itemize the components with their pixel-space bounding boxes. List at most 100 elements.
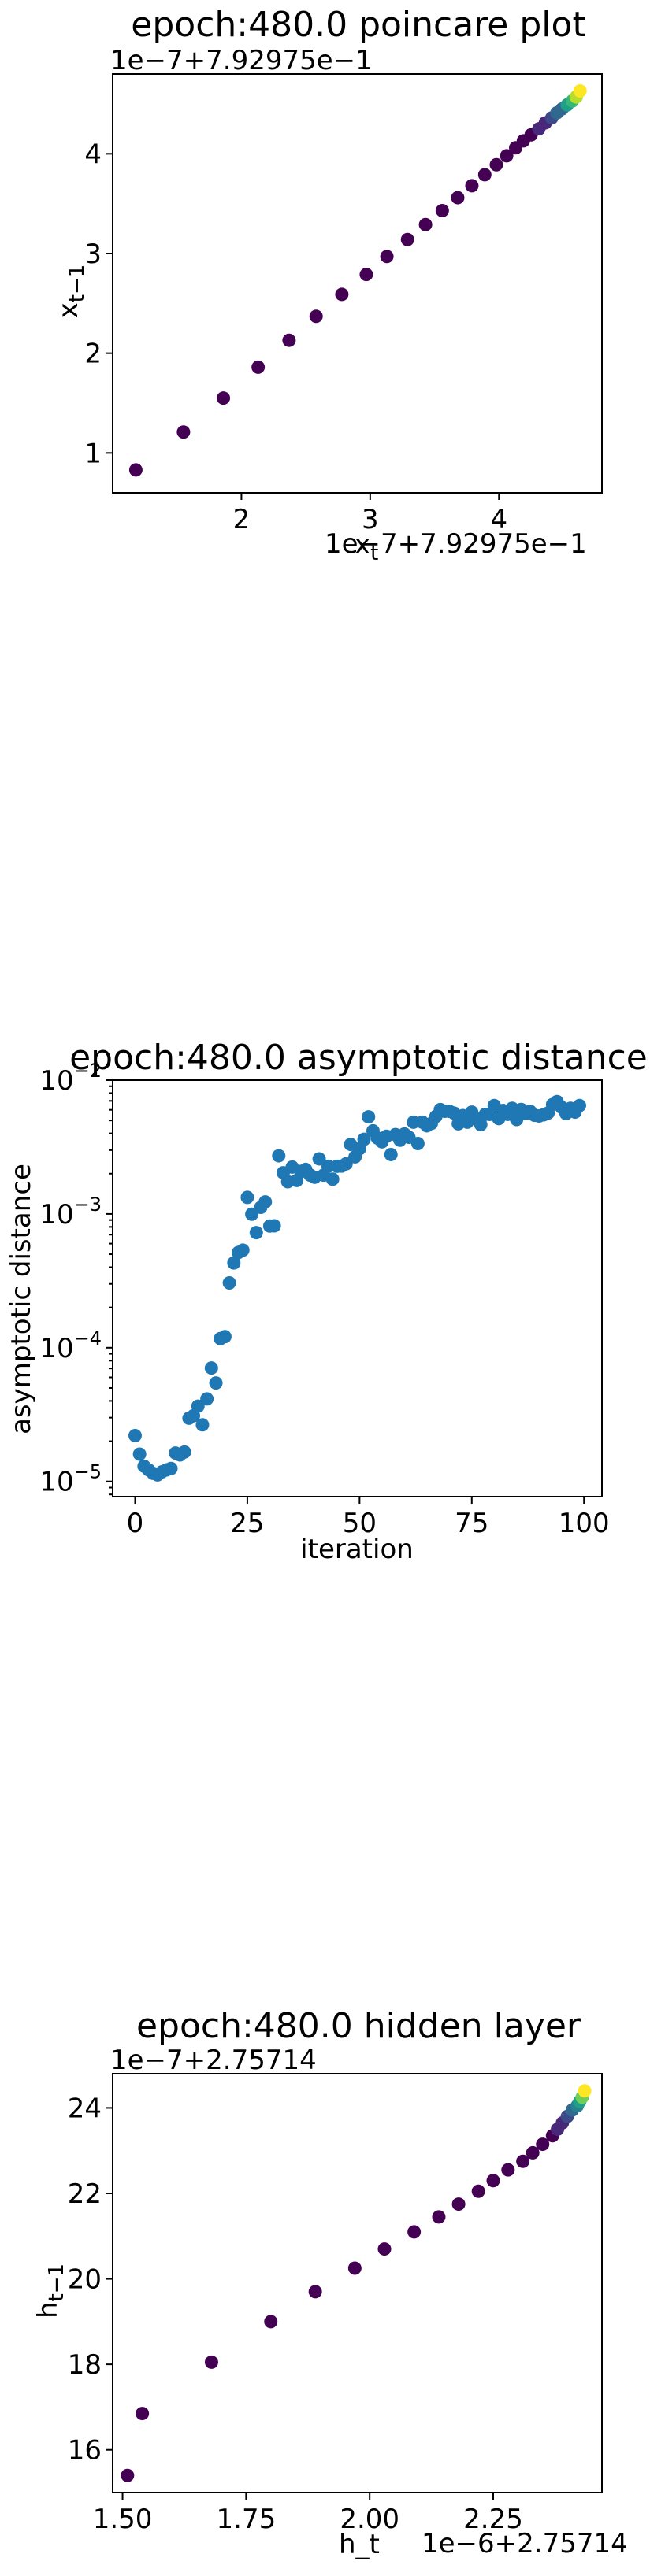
x-tick-label: 100 — [559, 1508, 610, 1539]
data-point — [251, 360, 266, 374]
data-point — [128, 1429, 142, 1443]
y-tick-label: 10−3 — [39, 1194, 102, 1231]
data-point — [325, 1172, 340, 1186]
data-point — [380, 250, 394, 264]
data-point — [209, 1376, 223, 1390]
data-point — [573, 1098, 587, 1112]
data-point — [195, 1418, 210, 1432]
x-axis-label: xt — [355, 529, 378, 565]
data-point — [347, 2261, 362, 2275]
data-point — [258, 1195, 273, 1209]
data-point — [578, 2084, 592, 2098]
data-point — [191, 1399, 205, 1413]
hidden-layer-chart: epoch:480.0 hidden layer 1e−7+2.75714 1.… — [32, 2006, 628, 2560]
x-tick-label: 2.00 — [340, 2504, 399, 2535]
chart-title: epoch:480.0 asymptotic distance — [69, 1038, 648, 1078]
data-point — [500, 149, 514, 163]
data-point — [236, 1243, 250, 1257]
data-point — [516, 2154, 530, 2168]
data-point — [432, 2210, 446, 2224]
data-point — [222, 1276, 236, 1290]
data-point — [227, 1256, 241, 1270]
data-point — [474, 1118, 488, 1132]
data-point — [217, 391, 231, 405]
data-point — [200, 1392, 214, 1406]
y-tick-label: 18 — [68, 2349, 102, 2381]
x-tick-label: 3 — [362, 504, 379, 535]
data-point — [121, 2468, 135, 2482]
hidden-layer-panel: epoch:480.0 hidden layer 1e−7+2.75714 1.… — [0, 1716, 650, 2573]
data-point — [477, 168, 492, 182]
y-tick-label: 10−5 — [39, 1461, 102, 1498]
x-axis-label: h_t — [339, 2529, 380, 2560]
data-point — [309, 309, 323, 324]
plot-frame — [112, 2073, 603, 2493]
x-tick-label: 0 — [127, 1508, 144, 1539]
data-point — [335, 287, 349, 302]
data-point — [264, 2315, 278, 2329]
data-point — [240, 1190, 254, 1205]
x-tick-label: 1.75 — [217, 2504, 277, 2535]
data-point — [377, 2242, 392, 2256]
data-point — [418, 217, 433, 231]
data-point — [272, 1149, 286, 1163]
data-point — [407, 2225, 422, 2239]
data-point — [308, 2285, 322, 2299]
data-point — [357, 1132, 371, 1146]
x-tick-label: 2 — [233, 504, 251, 535]
y-tick-label: 10−2 — [39, 1060, 102, 1097]
data-point — [486, 2174, 500, 2188]
x-offset-text: 1e−7+7.92975e−1 — [325, 528, 587, 560]
y-axis-label: xt−1 — [53, 265, 89, 319]
data-point — [217, 1330, 232, 1344]
data-point — [249, 1226, 263, 1240]
data-point — [536, 2137, 550, 2152]
y-tick-label: 16 — [68, 2435, 102, 2467]
data-point — [451, 191, 465, 205]
data-point — [384, 1147, 398, 1161]
y-offset-text: 1e−7+7.92975e−1 — [110, 45, 373, 76]
y-tick-label: 3 — [84, 239, 102, 270]
data-point — [176, 425, 191, 439]
y-tick-label: 24 — [68, 2093, 102, 2124]
y-tick-label: 1 — [84, 438, 102, 469]
data-point — [526, 2145, 540, 2160]
data-point — [489, 157, 503, 172]
y-axis-label: ht−1 — [32, 2263, 69, 2319]
data-point — [204, 2355, 218, 2369]
y-offset-text: 1e−7+2.75714 — [110, 2045, 317, 2076]
data-point — [132, 1447, 147, 1461]
poincare-chart: epoch:480.0 poincare plot 1e−7+7.92975e−… — [53, 5, 603, 565]
x-tick-label: 4 — [490, 504, 507, 535]
data-point — [435, 204, 449, 218]
y-tick-label: 10−4 — [39, 1327, 102, 1364]
data-point — [501, 2163, 515, 2177]
data-point — [164, 1461, 178, 1475]
data-point — [282, 333, 296, 347]
plot-frame — [112, 73, 603, 494]
chart-title: epoch:480.0 hidden layer — [136, 2006, 581, 2046]
asymptotic-panel: epoch:480.0 asymptotic distance 0 25 50 75 1… — [0, 858, 650, 1716]
x-offset-text: 1e−6+2.75714 — [422, 2528, 628, 2559]
x-axis-label: iteration — [300, 1534, 414, 1565]
x-tick-label: 50 — [343, 1508, 377, 1539]
data-point — [267, 1219, 281, 1233]
poincare-panel: epoch:480.0 poincare plot 1e−7+7.92975e−… — [0, 0, 650, 858]
data-point — [465, 179, 479, 193]
data-point — [573, 84, 587, 98]
data-point — [410, 1136, 425, 1150]
chart-title: epoch:480.0 poincare plot — [131, 5, 585, 45]
data-point — [362, 1110, 376, 1124]
data-point — [312, 1152, 326, 1166]
x-tick-label: 1.50 — [93, 2504, 153, 2535]
data-point — [204, 1361, 218, 1375]
y-axis-label: asymptotic distance — [6, 1164, 37, 1434]
data-point — [128, 463, 143, 477]
x-tick-label: 2.25 — [463, 2504, 523, 2535]
data-point — [359, 268, 373, 282]
asymptotic-distance-chart: epoch:480.0 asymptotic distance 0 25 50 75 1… — [6, 1038, 648, 1565]
y-tick-label: 22 — [68, 2178, 102, 2210]
y-tick-label: 2 — [84, 339, 102, 370]
plot-frame — [112, 1079, 603, 1497]
x-tick-label: 75 — [455, 1508, 488, 1539]
